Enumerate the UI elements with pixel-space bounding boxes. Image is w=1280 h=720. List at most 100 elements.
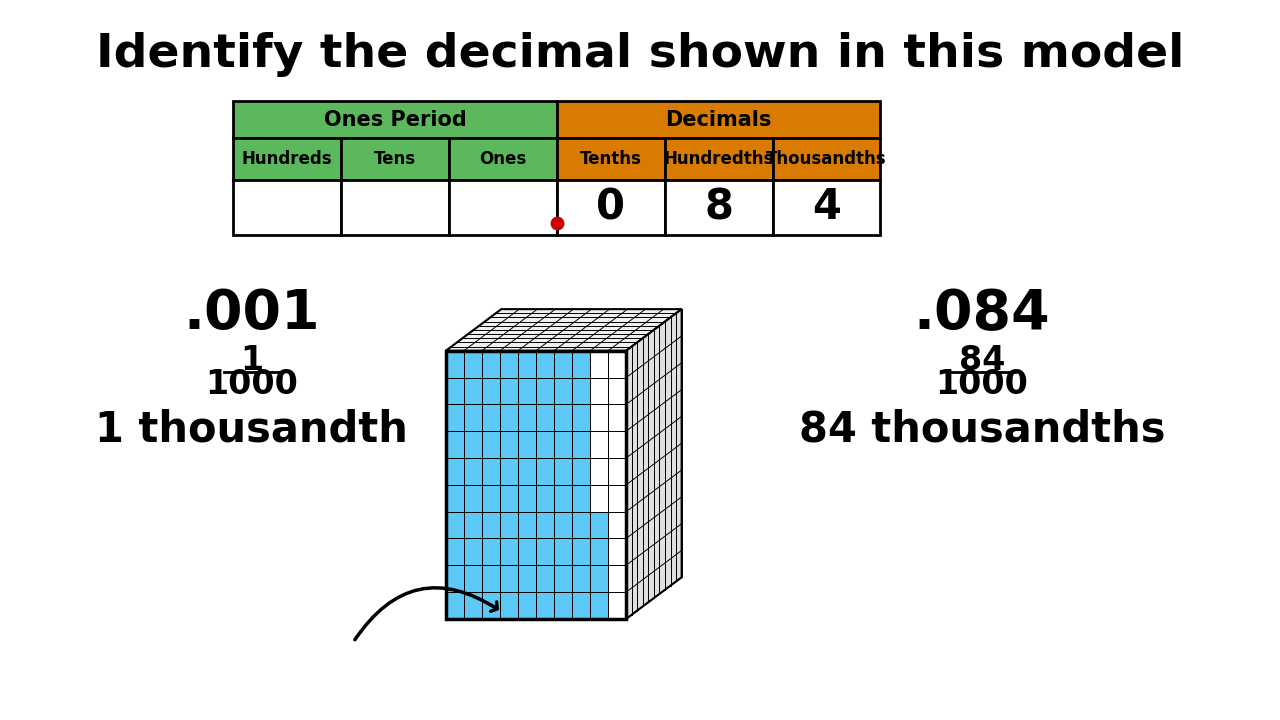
Bar <box>463 539 481 565</box>
Bar <box>608 565 626 592</box>
Bar <box>572 592 590 619</box>
Bar <box>481 512 500 539</box>
Bar <box>463 592 481 619</box>
Bar <box>518 458 536 485</box>
Bar <box>608 485 626 512</box>
Bar <box>773 180 881 235</box>
Bar <box>445 485 463 512</box>
Text: 0: 0 <box>596 186 625 228</box>
Bar <box>449 180 557 235</box>
Bar <box>463 512 481 539</box>
Bar <box>463 565 481 592</box>
Bar <box>340 180 449 235</box>
Text: 1000: 1000 <box>205 369 298 402</box>
Bar <box>554 458 572 485</box>
Bar <box>590 458 608 485</box>
Text: Hundredths: Hundredths <box>663 150 774 168</box>
Bar <box>572 405 590 431</box>
Bar <box>557 138 664 180</box>
Bar <box>233 101 557 138</box>
Text: 1: 1 <box>241 343 264 377</box>
Bar <box>572 458 590 485</box>
Bar <box>554 512 572 539</box>
Bar <box>518 592 536 619</box>
Bar <box>590 351 608 377</box>
Bar <box>557 180 664 235</box>
Bar <box>554 539 572 565</box>
Bar <box>554 565 572 592</box>
Bar <box>518 377 536 405</box>
Bar <box>554 485 572 512</box>
Bar <box>664 180 773 235</box>
Bar <box>463 485 481 512</box>
Text: Decimals: Decimals <box>666 109 772 130</box>
Text: .001: .001 <box>183 287 320 341</box>
Bar <box>463 405 481 431</box>
Bar <box>445 458 463 485</box>
Text: Tenths: Tenths <box>580 150 641 168</box>
Bar <box>518 405 536 431</box>
Bar <box>481 377 500 405</box>
Text: Hundreds: Hundreds <box>242 150 333 168</box>
Bar <box>536 377 554 405</box>
Text: Thousandths: Thousandths <box>767 150 887 168</box>
Bar <box>445 351 463 377</box>
Bar <box>481 351 500 377</box>
Bar <box>518 431 536 458</box>
Bar <box>463 351 481 377</box>
Bar <box>536 351 554 377</box>
Bar <box>500 458 518 485</box>
Bar <box>518 565 536 592</box>
Bar <box>500 405 518 431</box>
Bar <box>449 138 557 180</box>
Bar <box>445 431 463 458</box>
Bar <box>590 485 608 512</box>
Bar <box>500 512 518 539</box>
Bar <box>481 431 500 458</box>
Bar <box>481 565 500 592</box>
Bar <box>664 138 773 180</box>
Bar <box>608 431 626 458</box>
Bar <box>518 512 536 539</box>
Bar <box>500 377 518 405</box>
Bar <box>572 539 590 565</box>
Bar <box>554 405 572 431</box>
Bar <box>608 592 626 619</box>
Bar <box>481 485 500 512</box>
Text: 1000: 1000 <box>936 369 1029 402</box>
Bar <box>445 592 463 619</box>
Bar <box>233 180 340 235</box>
Bar <box>572 377 590 405</box>
Bar <box>500 565 518 592</box>
Bar <box>445 565 463 592</box>
Bar <box>536 458 554 485</box>
Bar <box>554 592 572 619</box>
Text: 84: 84 <box>959 343 1005 377</box>
Bar <box>536 565 554 592</box>
Text: .084: .084 <box>914 287 1051 341</box>
Bar <box>340 138 449 180</box>
Text: 4: 4 <box>812 186 841 228</box>
Bar <box>554 351 572 377</box>
Bar <box>536 405 554 431</box>
Bar <box>590 431 608 458</box>
Bar <box>608 458 626 485</box>
Polygon shape <box>626 309 682 619</box>
Text: 1 thousandth: 1 thousandth <box>95 408 408 450</box>
Bar <box>590 539 608 565</box>
Bar <box>572 351 590 377</box>
Bar <box>463 431 481 458</box>
Bar <box>481 405 500 431</box>
Bar <box>536 485 554 512</box>
Bar <box>500 592 518 619</box>
Bar <box>590 512 608 539</box>
Bar <box>572 565 590 592</box>
Bar <box>536 512 554 539</box>
Bar <box>608 405 626 431</box>
Bar <box>608 351 626 377</box>
Bar <box>233 138 340 180</box>
Bar <box>518 485 536 512</box>
Bar <box>608 539 626 565</box>
Text: Ones Period: Ones Period <box>324 109 466 130</box>
Bar <box>481 539 500 565</box>
